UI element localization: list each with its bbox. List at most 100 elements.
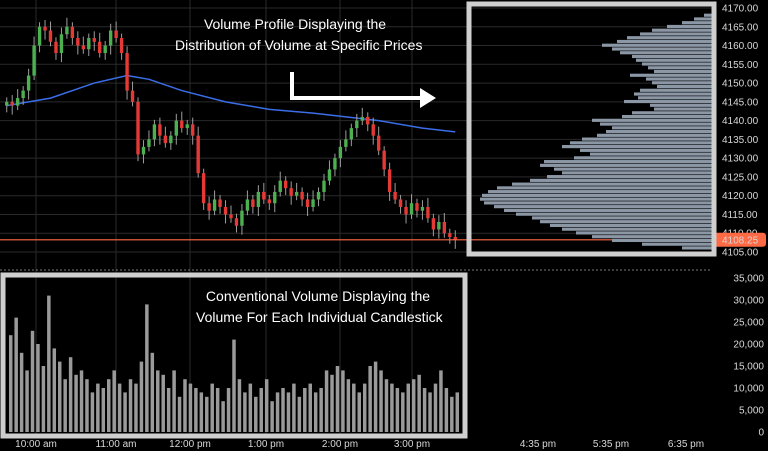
volume-bars-layer [8,295,460,432]
profile-bar [480,197,712,201]
volume-bar [139,361,144,432]
profile-bar [640,32,712,36]
volume-bar [188,383,193,432]
profile-bar [590,152,712,156]
candle-down [92,38,96,42]
volume-bar [303,388,307,432]
volume-bar [150,352,155,432]
time-tick-label: 10:00 am [15,439,57,450]
profile-bar [562,145,712,149]
volume-bar [90,392,95,432]
volume-bar [379,370,383,432]
last-price-label: 4108.25 [722,235,759,246]
price-tick-label: 4115.00 [722,210,758,221]
volume-highlight-frame [0,272,468,439]
last-price-badge [712,232,766,247]
profile-bar [632,54,712,59]
volume-bar [275,392,280,432]
time-tick-label: 2:00 pm [322,439,358,450]
volume-bar [74,374,78,432]
profile-bar [622,114,712,119]
time-tick-label: 3:00 pm [394,439,430,450]
price-tick-label: 4125.00 [722,172,759,183]
profile-bar [667,24,712,29]
volume-bar [183,379,187,432]
candle-down [366,116,370,125]
candle-up [349,128,354,140]
profile-bar [612,126,712,130]
profile-bar [550,223,712,227]
candle-up [294,191,299,196]
candle-down [376,135,381,151]
profile-highlight-frame [466,1,717,257]
volume-bar [47,295,51,432]
volume-bar [428,392,432,432]
candle-down [43,26,47,31]
volume-bar [313,392,318,432]
volume-bar [384,379,389,432]
candle-down [207,203,211,211]
price-tick-label: 4170.00 [722,4,759,15]
profile-bar [636,58,712,62]
profile-bar [516,212,712,216]
time-tick-label: 1:00 pm [248,439,284,450]
volume-bar [117,383,122,432]
candle-up [15,98,20,106]
profile-bar [488,190,712,194]
volume-bar [401,392,405,432]
candle-down [48,30,53,42]
arrow-head-icon [420,88,436,108]
candle-down [136,101,140,155]
candle-down [300,191,304,200]
volume-bar [156,370,160,432]
volume-bar [221,401,225,432]
volume-bar [417,374,421,432]
profile-bar [512,182,712,186]
volume-bar [308,383,312,432]
profile-bar [654,107,712,111]
volume-bar [123,392,127,432]
volume-bar [210,383,214,432]
volume-bar [341,370,345,432]
profile-bar [648,66,712,70]
volume-tick-label: 10,000 [733,384,764,395]
volume-bar [8,335,13,432]
candle-down [10,101,14,106]
price-tick-label: 4150.00 [722,79,759,90]
volume-axis: 35,000 30,000 25,000 20,000 15,000 10,000 5,00… [733,274,764,439]
profile-bar [562,171,712,175]
volume-bar [226,388,231,432]
volume-profile-layer [480,13,712,250]
volume-bar [346,379,351,432]
volume-bar [52,348,57,432]
candle-down [180,120,184,129]
volume-bar [286,392,291,432]
candle-down [196,135,200,174]
volume-bar [319,388,323,432]
price-axis: 4170.00 4165.00 4160.00 4155.00 4150.00 4145.… [712,4,766,259]
profile-bar [612,238,712,243]
candle-up [333,158,337,170]
profile-bar [642,62,712,66]
price-tick-label: 4105.00 [722,248,759,259]
profile-bar [482,193,712,197]
volume-bar [134,383,138,432]
volume-bar [411,379,416,432]
candle-up [108,30,113,46]
candle-up [37,26,42,46]
profile-bar [694,17,712,21]
volume-bar [444,388,449,432]
volume-bar [406,383,411,432]
volume-bar [237,379,242,432]
volume-bar [85,379,89,432]
price-tick-label: 4140.00 [722,116,759,127]
profile-bar [597,133,712,137]
profile-bar [547,175,712,179]
volume-bar [352,383,356,432]
volume-bar [248,383,253,432]
profile-bar [544,160,712,164]
profile-time-tick-label: 5:35 pm [593,439,629,450]
volume-bar [215,388,220,432]
moving-average-line [6,74,456,133]
annotation-frames [0,1,717,439]
